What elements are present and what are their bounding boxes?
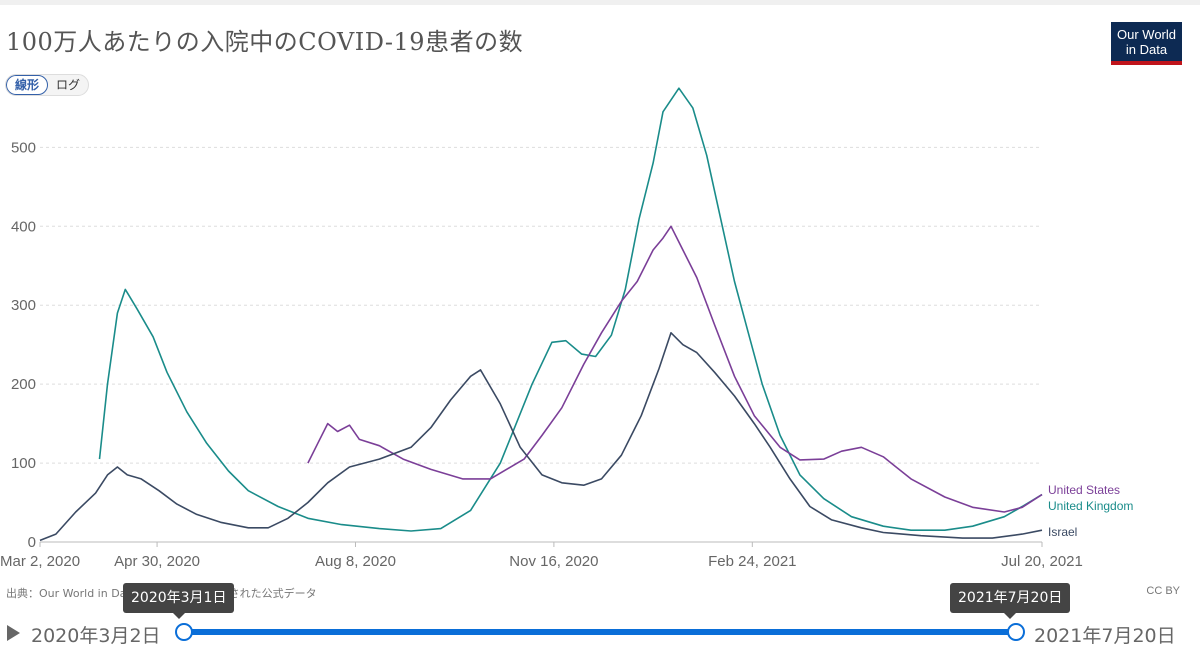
y-axis: 0 100 200 300 400 500: [11, 139, 36, 551]
x-tick-label: Jul 20, 2021: [1001, 553, 1083, 570]
series-label-united-kingdom: United Kingdom: [1048, 499, 1133, 513]
y-tick-label: 200: [11, 376, 36, 393]
owid-logo[interactable]: Our World in Data: [1111, 22, 1182, 65]
linear-scale-button[interactable]: 線形: [6, 75, 49, 95]
end-date-tooltip: 2021年7月20日: [950, 583, 1071, 619]
y-tick-label: 500: [11, 139, 36, 156]
gridlines: [40, 146, 1042, 543]
log-scale-button[interactable]: ログ: [56, 78, 81, 92]
series-labels: United Kingdom United States Israel: [1048, 483, 1133, 539]
top-border: [0, 0, 1200, 5]
series-line-united-kingdom: [98, 87, 1043, 532]
logo-line-2: in Data: [1125, 42, 1168, 57]
series-line-united-states: [307, 225, 1043, 513]
y-tick-label: 0: [28, 534, 36, 551]
timeline-end-label: 2021年7月20日: [1034, 625, 1176, 647]
line-chart: 0 100 200 300 400 500 Mar 2, 2020 Apr 30, 2020…: [0, 87, 1133, 570]
timeline-start-handle[interactable]: [175, 623, 193, 641]
timeline-track[interactable]: [184, 629, 1016, 635]
scale-toggle: 線形 ログ: [5, 74, 90, 96]
chart-title: 100万人あたりの入院中のCOVID-19患者の数: [6, 28, 524, 56]
y-tick-label: 300: [11, 297, 36, 314]
series-line-israel: [39, 332, 1043, 542]
logo-line-1: Our World: [1117, 27, 1176, 42]
x-tick-label: Apr 30, 2020: [114, 553, 200, 570]
series-label-united-states: United States: [1048, 483, 1120, 497]
x-tick-label: Nov 16, 2020: [509, 553, 598, 570]
timeline-end-handle[interactable]: [1007, 623, 1025, 641]
series-lines: [39, 87, 1043, 542]
license-link[interactable]: CC BY: [1146, 585, 1180, 597]
x-tick-label: Mar 2, 2020: [0, 553, 80, 570]
y-tick-label: 100: [11, 455, 36, 472]
x-tick-label: Aug 8, 2020: [315, 553, 396, 570]
play-button[interactable]: [7, 625, 20, 641]
x-tick-label: Feb 24, 2021: [708, 553, 796, 570]
y-tick-label: 400: [11, 218, 36, 235]
x-axis: Mar 2, 2020 Apr 30, 2020 Aug 8, 2020 Nov 16…: [0, 542, 1083, 570]
timeline-start-label: 2020年3月2日: [31, 625, 161, 647]
series-label-israel: Israel: [1048, 525, 1077, 539]
start-date-tooltip: 2020年3月1日: [123, 583, 235, 619]
